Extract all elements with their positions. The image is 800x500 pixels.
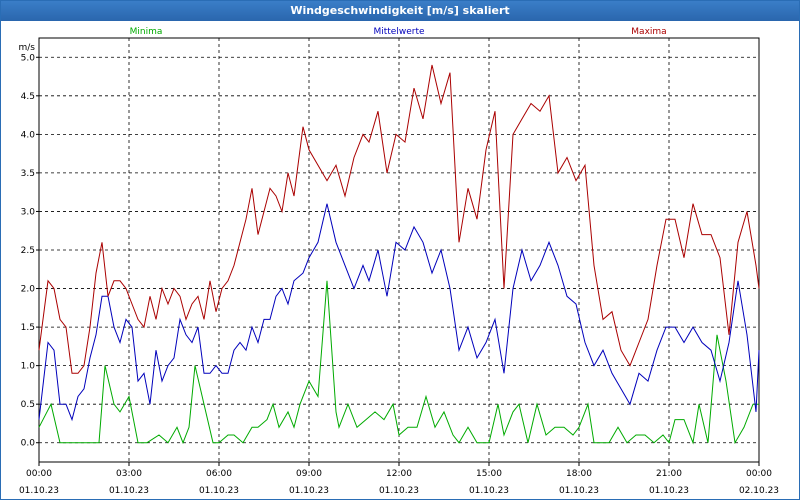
x-tick-date: 01.10.23	[199, 486, 239, 496]
y-tick-label: 0.0	[21, 439, 36, 449]
x-tick-date: 01.10.23	[649, 486, 689, 496]
y-tick-label: 1.0	[21, 362, 36, 372]
series-line-minima	[38, 280, 759, 445]
y-tick-label: 4.0	[21, 130, 36, 140]
x-tick-date: 02.10.23	[739, 486, 779, 496]
y-tick-label: 4.5	[21, 92, 35, 102]
series-line-maxima	[38, 64, 760, 374]
y-tick-label: 2.5	[21, 246, 35, 256]
legend-mittelwerte: Mittelwerte	[373, 27, 424, 37]
x-tick-time: 03:00	[116, 469, 142, 479]
legend-minima: Minima	[130, 27, 163, 37]
x-tick-date: 01.10.23	[289, 486, 329, 496]
x-tick-date: 01.10.23	[19, 486, 59, 496]
x-tick-date: 01.10.23	[379, 486, 419, 496]
y-tick-label: 5.0	[21, 53, 36, 63]
x-tick-time: 21:00	[656, 469, 682, 479]
legend-maxima: Maxima	[631, 27, 666, 37]
x-tick-time: 12:00	[386, 469, 412, 479]
x-tick-time: 09:00	[296, 469, 322, 479]
y-tick-label: 0.5	[21, 400, 35, 410]
x-tick-time: 00:00	[26, 469, 52, 479]
x-tick-time: 15:00	[476, 469, 502, 479]
x-tick-date: 01.10.23	[109, 486, 149, 496]
x-tick-time: 18:00	[566, 469, 592, 479]
y-tick-label: 2.0	[21, 285, 36, 295]
x-tick-time: 00:00	[746, 469, 772, 479]
y-tick-label: 1.5	[21, 323, 35, 333]
window-title: Windgeschwindigkeit [m/s] skaliert	[1, 1, 799, 21]
x-tick-date: 01.10.23	[469, 486, 509, 496]
series-line-mittelwerte	[38, 203, 760, 422]
y-tick-label: 3.0	[21, 207, 36, 217]
x-tick-date: 01.10.23	[559, 486, 599, 496]
y-tick-label: 3.5	[21, 169, 35, 179]
x-tick-time: 06:00	[206, 469, 232, 479]
y-axis-unit: m/s	[19, 43, 36, 53]
